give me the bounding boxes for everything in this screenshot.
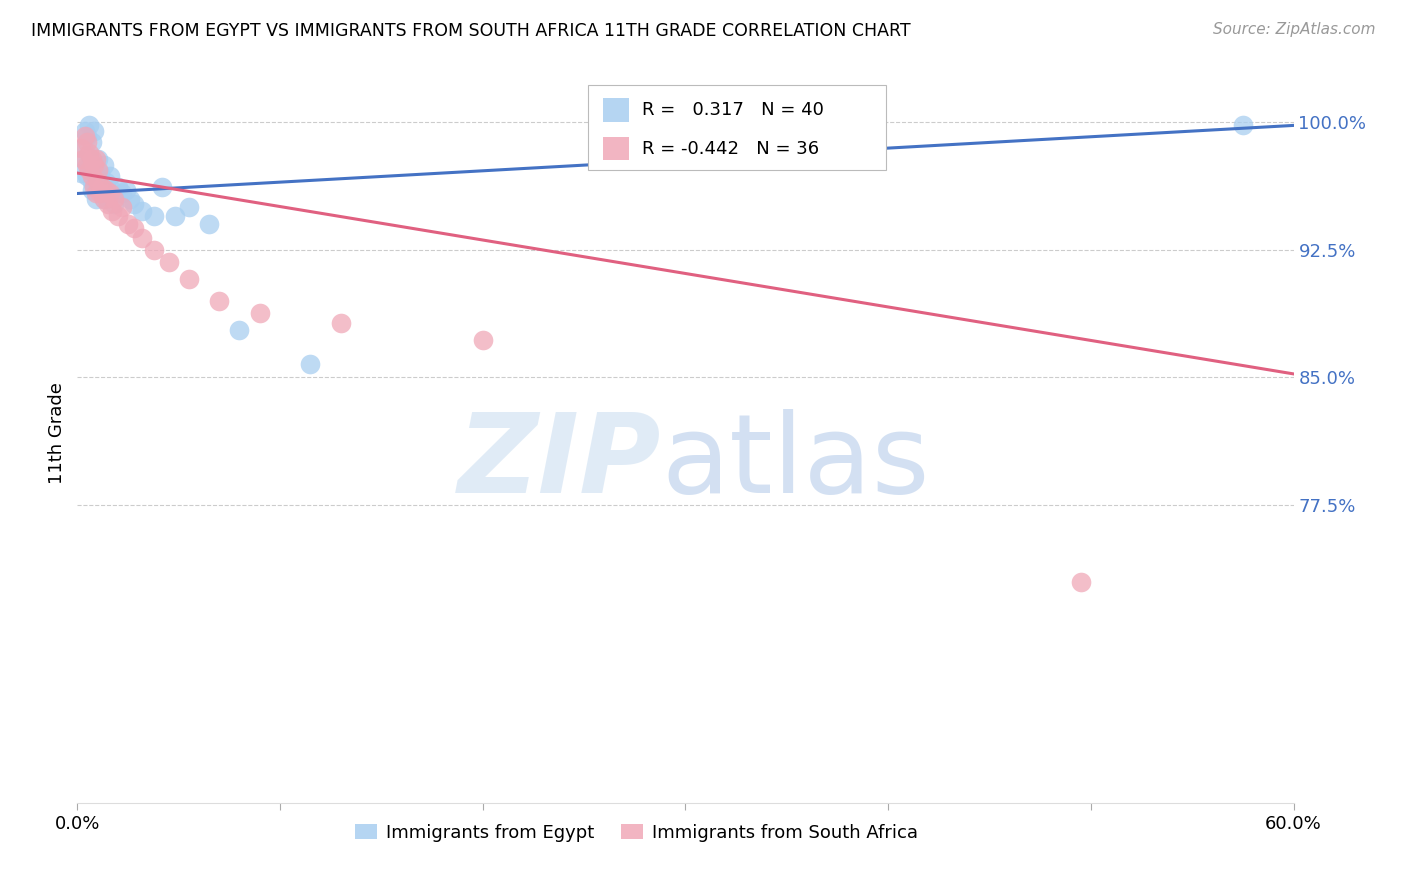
FancyBboxPatch shape xyxy=(603,98,630,122)
Point xyxy=(79,162,101,177)
Point xyxy=(80,136,103,150)
Point xyxy=(115,183,138,197)
Point xyxy=(94,183,117,197)
Point xyxy=(107,209,129,223)
FancyBboxPatch shape xyxy=(603,136,630,161)
Point xyxy=(93,192,115,206)
Point xyxy=(79,157,101,171)
Point xyxy=(90,183,112,197)
Point xyxy=(228,323,250,337)
Point xyxy=(1070,574,1092,589)
Point xyxy=(76,136,98,150)
Point xyxy=(83,179,105,194)
Point xyxy=(1232,119,1254,133)
Point xyxy=(90,179,112,194)
Point xyxy=(76,128,98,143)
Point xyxy=(157,254,180,268)
Point xyxy=(80,169,103,184)
Point xyxy=(143,209,166,223)
Point xyxy=(79,145,101,160)
Point xyxy=(111,186,134,201)
Point xyxy=(84,169,107,184)
Point xyxy=(93,157,115,171)
Point xyxy=(93,192,115,206)
Point xyxy=(72,140,94,154)
Point xyxy=(83,162,105,177)
FancyBboxPatch shape xyxy=(588,85,886,169)
Point xyxy=(70,140,93,154)
Point xyxy=(97,186,120,201)
Point xyxy=(76,169,98,184)
Point xyxy=(299,357,322,371)
Point xyxy=(89,166,111,180)
Point xyxy=(83,123,105,137)
Point xyxy=(143,243,166,257)
Point xyxy=(152,179,174,194)
Point xyxy=(103,196,125,211)
Point xyxy=(101,203,124,218)
Point xyxy=(86,175,108,189)
Point xyxy=(98,186,121,201)
Point xyxy=(80,183,103,197)
Point xyxy=(198,217,221,231)
Point xyxy=(98,169,121,184)
Text: R = -0.442   N = 36: R = -0.442 N = 36 xyxy=(641,139,818,158)
Point xyxy=(471,333,494,347)
Y-axis label: 11th Grade: 11th Grade xyxy=(48,382,66,483)
Point xyxy=(75,123,97,137)
Point xyxy=(118,192,141,206)
Text: IMMIGRANTS FROM EGYPT VS IMMIGRANTS FROM SOUTH AFRICA 11TH GRADE CORRELATION CHA: IMMIGRANTS FROM EGYPT VS IMMIGRANTS FROM… xyxy=(31,22,911,40)
Point xyxy=(89,186,111,201)
Point xyxy=(122,196,145,211)
Point xyxy=(163,209,186,223)
Point xyxy=(84,192,107,206)
Point xyxy=(107,179,129,194)
Point xyxy=(103,192,125,206)
Legend: Immigrants from Egypt, Immigrants from South Africa: Immigrants from Egypt, Immigrants from S… xyxy=(349,817,925,849)
Point xyxy=(72,153,94,167)
Point xyxy=(80,153,103,167)
Point xyxy=(177,271,200,285)
Point xyxy=(75,128,97,143)
Point xyxy=(117,217,139,231)
Point xyxy=(111,200,134,214)
Point xyxy=(70,166,93,180)
Text: R =   0.317   N = 40: R = 0.317 N = 40 xyxy=(641,101,824,120)
Point xyxy=(75,153,97,167)
Point xyxy=(79,119,101,133)
Point xyxy=(177,200,200,214)
Point xyxy=(249,305,271,319)
Point xyxy=(86,153,108,167)
Text: atlas: atlas xyxy=(661,409,929,516)
Point xyxy=(94,175,117,189)
Point xyxy=(131,231,153,245)
Point xyxy=(80,175,103,189)
Point xyxy=(83,157,105,171)
Point xyxy=(329,316,352,330)
Point xyxy=(84,186,107,201)
Text: Source: ZipAtlas.com: Source: ZipAtlas.com xyxy=(1212,22,1375,37)
Point xyxy=(97,196,120,211)
Point xyxy=(122,220,145,235)
Point xyxy=(84,153,107,167)
Point xyxy=(208,293,231,308)
Point xyxy=(86,179,108,194)
Text: ZIP: ZIP xyxy=(457,409,661,516)
Point xyxy=(131,203,153,218)
Point xyxy=(76,157,98,171)
Point xyxy=(101,183,124,197)
Point xyxy=(86,162,108,177)
